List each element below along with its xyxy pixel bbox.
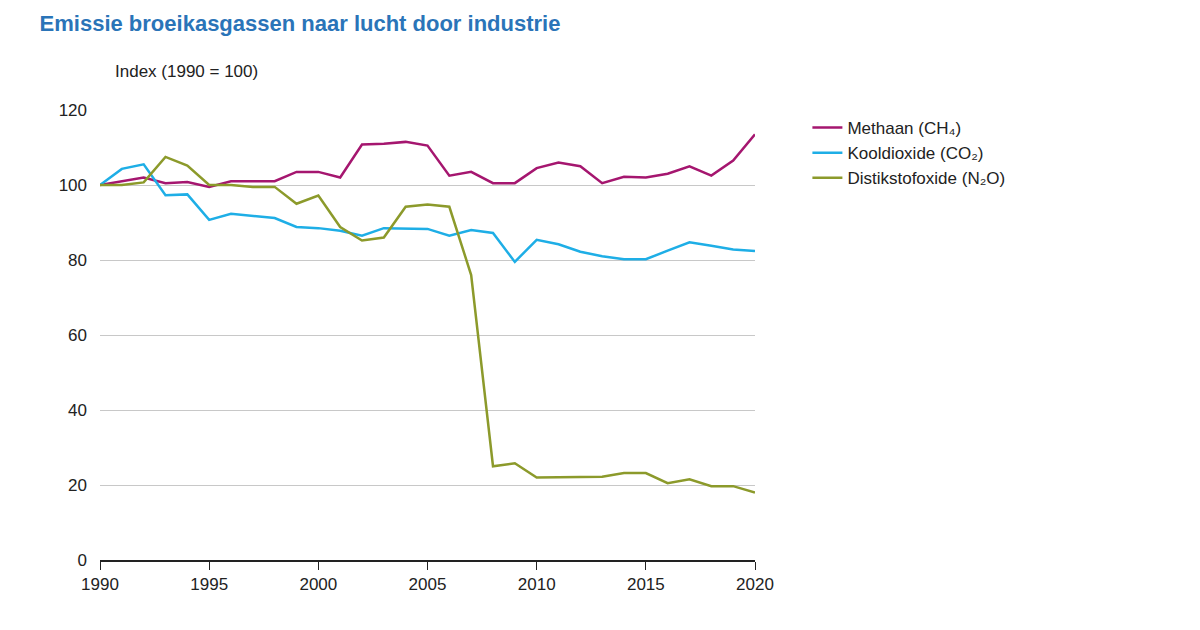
svg-text:1990: 1990 [81,575,119,594]
svg-text:20: 20 [68,476,87,495]
svg-text:Methaan (CH₄): Methaan (CH₄) [847,119,961,138]
svg-text:1995: 1995 [190,575,228,594]
svg-text:100: 100 [59,176,87,195]
svg-text:2000: 2000 [299,575,337,594]
svg-text:60: 60 [68,326,87,345]
svg-text:2015: 2015 [627,575,665,594]
svg-text:40: 40 [68,401,87,420]
svg-text:Kooldioxide (CO₂): Kooldioxide (CO₂) [847,144,983,163]
svg-text:2005: 2005 [409,575,447,594]
svg-text:Emissie broeikasgassen naar lu: Emissie broeikasgassen naar lucht door i… [40,11,561,36]
svg-text:0: 0 [78,551,87,570]
svg-text:120: 120 [59,101,87,120]
svg-text:Index (1990 = 100): Index (1990 = 100) [115,62,258,81]
svg-text:80: 80 [68,251,87,270]
svg-text:2020: 2020 [736,575,774,594]
svg-text:Distikstofoxide (N₂O): Distikstofoxide (N₂O) [847,169,1005,188]
svg-text:2010: 2010 [518,575,556,594]
